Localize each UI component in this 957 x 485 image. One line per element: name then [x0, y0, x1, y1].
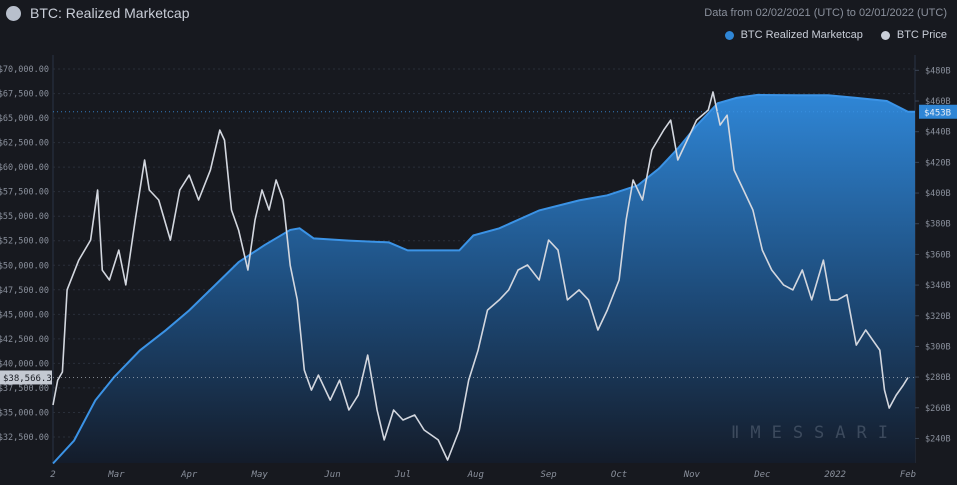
x-tick-label: Aug: [467, 470, 485, 480]
x-tick-label: 2022: [824, 470, 846, 480]
legend-item-btc-price[interactable]: BTC Price: [880, 29, 947, 41]
x-tick-label: Apr: [180, 470, 198, 480]
legend: BTC Realized Marketcap BTC Price: [724, 29, 947, 41]
asset-icon: [6, 5, 21, 21]
current-marketcap-label: $453B: [924, 108, 951, 118]
x-tick-label: Mar: [107, 470, 125, 480]
x-tick-label: 2: [50, 470, 55, 480]
legend-dot-icon: [724, 30, 734, 40]
left-tick-label: $32,500.00: [0, 433, 49, 443]
left-tick-label: $37,500.00: [0, 384, 49, 394]
right-tick-label: $480B: [925, 66, 951, 76]
legend-label: BTC Realized Marketcap: [740, 29, 863, 41]
right-tick-label: $280B: [925, 373, 951, 383]
x-tick-label: Jun: [323, 470, 340, 480]
chart-header: BTC: Realized Marketcap: [6, 5, 190, 21]
x-tick-label: Dec: [753, 470, 770, 480]
legend-dot-icon: [880, 30, 890, 40]
right-tick-label: $340B: [925, 281, 951, 291]
chart-title: BTC: Realized Marketcap: [30, 5, 190, 21]
right-tick-label: $420B: [925, 158, 951, 168]
right-tick-label: $440B: [925, 128, 951, 138]
left-tick-label: $35,000.00: [0, 408, 49, 418]
x-tick-label: May: [251, 470, 269, 480]
left-tick-label: $47,500.00: [0, 286, 49, 296]
left-tick-label: $50,000.00: [0, 261, 49, 271]
right-tick-label: $240B: [925, 434, 951, 444]
left-tick-label: $42,500.00: [0, 335, 49, 345]
x-tick-label: Sep: [540, 470, 556, 480]
right-tick-label: $400B: [925, 189, 951, 199]
left-tick-label: $62,500.00: [0, 139, 49, 149]
realized-marketcap-area: [53, 94, 915, 464]
right-tick-label: $360B: [925, 250, 951, 260]
right-tick-label: $260B: [925, 404, 951, 414]
left-tick-label: $40,000.00: [0, 359, 49, 369]
realized-marketcap-line: [52, 93, 915, 465]
left-tick-label: $67,500.00: [0, 90, 49, 100]
left-tick-label: $65,000.00: [0, 114, 49, 124]
legend-item-realized-marketcap[interactable]: BTC Realized Marketcap: [724, 29, 863, 41]
left-tick-label: $57,500.00: [0, 188, 49, 198]
left-tick-label: $55,000.00: [0, 212, 49, 222]
x-tick-label: Jul: [394, 470, 411, 480]
current-marketcap-badge: [919, 104, 957, 119]
btc-price-line: [52, 91, 909, 461]
left-tick-label: $52,500.00: [0, 237, 49, 247]
left-tick-label: $45,000.00: [0, 310, 49, 320]
right-tick-label: $320B: [925, 312, 951, 322]
left-tick-label: $70,000.00: [0, 65, 49, 75]
left-tick-label: $60,000.00: [0, 163, 49, 173]
current-price-badge: [0, 370, 52, 385]
messari-watermark: ⅡMESSARI: [731, 423, 899, 443]
x-tick-label: Nov: [683, 470, 701, 480]
legend-label: BTC Price: [896, 29, 947, 41]
right-tick-label: $300B: [925, 342, 951, 352]
current-price-label: $38,566.32: [3, 374, 57, 384]
right-tick-label: $460B: [925, 97, 951, 107]
x-tick-label: Oct: [611, 470, 627, 480]
right-tick-label: $380B: [925, 220, 951, 230]
x-tick-label: Feb: [900, 470, 916, 480]
date-range-subtitle: Data from 02/02/2021 (UTC) to 02/01/2022…: [704, 7, 947, 19]
